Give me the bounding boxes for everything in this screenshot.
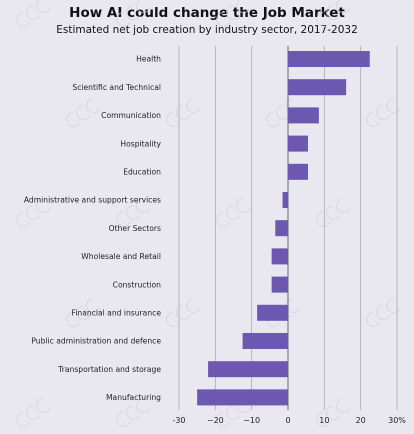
category-label: Manufacturing (106, 393, 161, 402)
bar (282, 192, 288, 208)
bar (197, 389, 288, 406)
watermark-mark (16, 0, 51, 28)
category-label: Other Sectors (109, 224, 161, 233)
category-label: Health (136, 55, 161, 64)
bar (257, 304, 288, 321)
category-label: Education (123, 168, 161, 177)
x-tick-label: 20 (356, 416, 366, 425)
x-tick-label: -30 (172, 416, 185, 425)
watermark-mark (116, 0, 151, 28)
watermark-mark (166, 97, 201, 128)
bar (271, 276, 288, 293)
watermark-mark (216, 0, 251, 28)
watermark-mark (366, 97, 401, 128)
category-label: Wholesale and Retail (81, 252, 161, 261)
watermark-mark (116, 397, 151, 428)
watermark-mark (316, 0, 351, 28)
watermark-mark (66, 297, 101, 328)
watermark-mark (166, 297, 201, 328)
chart-title: How AI could change the Job Market (69, 5, 345, 21)
x-tick-label: 0 (285, 416, 290, 425)
category-label: Scientific and Technical (72, 83, 161, 92)
watermark-mark (16, 397, 51, 428)
bar (288, 51, 370, 67)
x-tick-label: 10 (319, 416, 329, 425)
watermark-mark (366, 297, 401, 328)
category-label: Public administration and defence (31, 337, 161, 346)
watermark-mark (16, 197, 51, 228)
watermark-mark (316, 197, 351, 228)
x-tick-label: 30% (388, 416, 406, 425)
chart-subtitle: Estimated net job creation by industry s… (56, 24, 358, 36)
bar (208, 361, 288, 378)
bars (197, 51, 370, 406)
watermark-mark (116, 197, 151, 228)
x-tick-label: −20 (207, 416, 224, 425)
x-tick-labels: -30 −20 −10 0 10 20 30% (172, 416, 406, 425)
bar (242, 333, 288, 349)
bar (275, 220, 288, 237)
watermark-mark (66, 97, 101, 128)
category-label: Financial and insurance (72, 309, 162, 318)
watermark-mark (216, 197, 251, 228)
category-label: Administrative and support services (24, 196, 161, 205)
watermark-mark (316, 397, 351, 428)
bar (288, 163, 308, 180)
x-tick-label: −10 (243, 416, 260, 425)
bar (288, 135, 308, 152)
category-label: Transportation and storage (57, 365, 161, 374)
bar (288, 79, 347, 96)
category-labels: Health Scientific and Technical Communicat… (24, 55, 162, 402)
category-label: Hospitality (120, 139, 161, 148)
category-label: Communication (101, 111, 161, 120)
bar (288, 107, 319, 124)
bar (271, 248, 288, 265)
category-label: Construction (113, 280, 162, 289)
